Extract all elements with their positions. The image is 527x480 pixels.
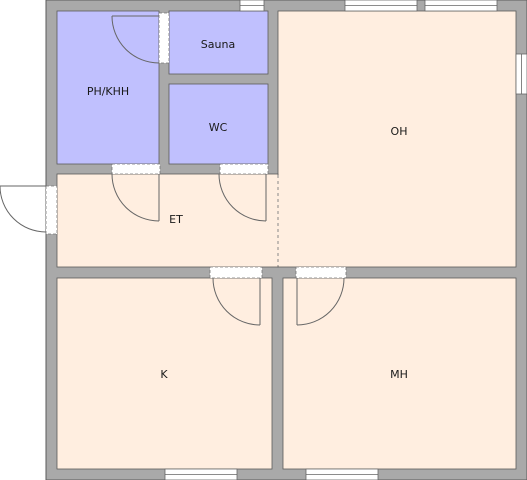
doorway-et-mh	[295, 266, 347, 279]
room-mh	[282, 277, 517, 470]
doors	[0, 15, 345, 326]
doorway-et-k	[209, 266, 263, 279]
label-ph-khh: PH/KHH	[87, 85, 129, 98]
label-sauna: Sauna	[201, 38, 235, 51]
room-wc	[168, 83, 269, 165]
et-oh-opening	[272, 175, 284, 266]
door-wc-et	[218, 173, 267, 222]
room-sauna	[168, 10, 269, 75]
doorway-entrance	[45, 185, 58, 235]
room-oh	[277, 10, 517, 268]
label-et: ET	[169, 213, 183, 226]
label-mh: MH	[390, 368, 408, 381]
door-ph-et	[111, 173, 160, 222]
door-entrance	[0, 185, 47, 233]
door-et-mh	[296, 277, 345, 326]
door-ph-sauna	[111, 15, 160, 64]
doorway-ph-et	[111, 163, 161, 175]
doorway-wc-et	[219, 163, 269, 175]
windows	[164, 0, 527, 480]
door-openings	[45, 12, 347, 279]
door-et-k	[212, 277, 261, 326]
doorway-ph-sauna	[158, 12, 170, 64]
label-wc: WC	[209, 121, 228, 134]
label-k: K	[160, 368, 168, 381]
room-et	[56, 173, 279, 268]
label-oh: OH	[391, 125, 408, 138]
room-ph-khh	[56, 10, 160, 165]
room-k	[56, 277, 273, 470]
